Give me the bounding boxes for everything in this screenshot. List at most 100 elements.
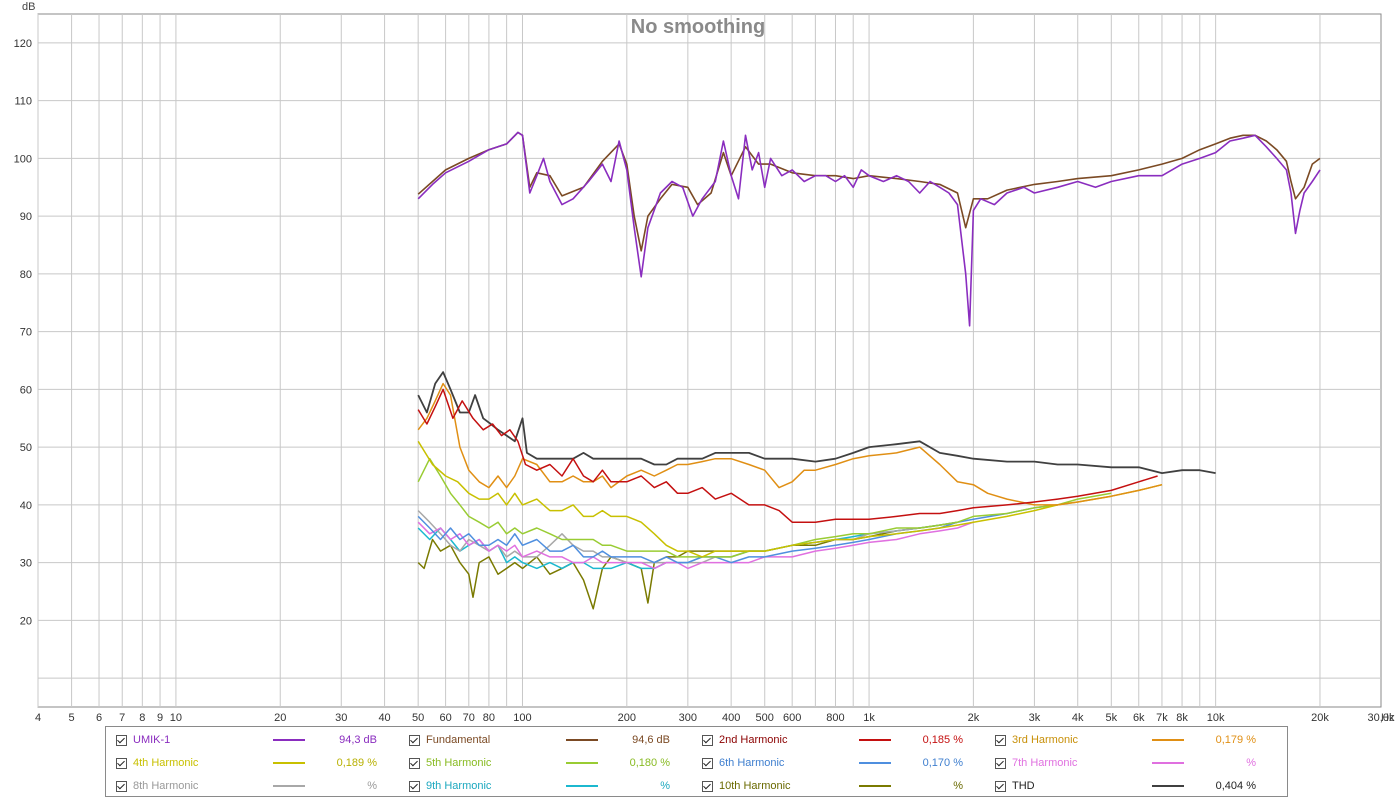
legend-swatch: [566, 739, 598, 741]
legend-value: 0,189 %: [336, 757, 377, 769]
legend-swatch: [1152, 785, 1184, 787]
legend-item-fundamental[interactable]: Fundamental 94,6 dB: [409, 730, 670, 750]
x-tick-label: 2k: [968, 712, 980, 724]
x-tick-label: 1k: [863, 712, 875, 724]
x-tick-label: 4k: [1072, 712, 1084, 724]
frequency-response-chart: 20 30 40 50 60 70 80 90 100 110 120 4 5 6 7 8 9 10 20 30 40 5…: [14, 1, 1395, 724]
x-tick-label: 10: [170, 712, 182, 724]
legend-item-6th-harmonic[interactable]: 6th Harmonic 0,170 %: [702, 753, 963, 773]
x-tick-label: 5: [69, 712, 75, 724]
x-tick-label: 3k: [1029, 712, 1041, 724]
x-tick-label: 400: [722, 712, 740, 724]
legend-swatch: [859, 762, 891, 764]
legend-item-9th-harmonic[interactable]: 9th Harmonic%: [409, 776, 670, 796]
y-tick-label: 120: [14, 38, 32, 50]
legend-item-2nd-harmonic[interactable]: 2nd Harmonic 0,185 %: [702, 730, 963, 750]
x-tick-label: 500: [756, 712, 774, 724]
legend-checkbox[interactable]: [702, 757, 713, 769]
x-tick-label: 60: [439, 712, 451, 724]
x-axis-unit: Hz: [1381, 712, 1394, 724]
legend-label: Fundamental: [426, 734, 491, 746]
series-layer: [417, 131, 1321, 610]
legend-swatch: [273, 785, 305, 787]
y-tick-label: 60: [20, 384, 32, 396]
legend-item-8th-harmonic[interactable]: 8th Harmonic%: [116, 776, 377, 796]
legend-checkbox[interactable]: [702, 734, 713, 746]
x-tick-label: 5k: [1105, 712, 1117, 724]
legend-checkbox[interactable]: [409, 757, 420, 769]
legend-item-4th-harmonic[interactable]: 4th Harmonic 0,189 %: [116, 753, 377, 773]
x-tick-label: 9: [157, 712, 163, 724]
legend-label: UMIK-1: [133, 734, 171, 746]
legend-value: %: [660, 780, 670, 792]
y-tick-label: 30: [20, 558, 32, 570]
legend-checkbox[interactable]: [116, 734, 127, 746]
legend-swatch: [273, 739, 305, 741]
legend-label: 6th Harmonic: [719, 757, 785, 769]
x-tick-label: 200: [618, 712, 636, 724]
plot-area: [37, 13, 1382, 708]
x-tick-label: 300: [679, 712, 697, 724]
legend: UMIK-1 94,3 dB Fundamental 94,6 dB 2nd Harmo…: [105, 726, 1288, 797]
legend-item-umik-1[interactable]: UMIK-1 94,3 dB: [116, 730, 377, 750]
series-line-5th-harmonic: [417, 457, 1112, 558]
x-tick-label: 7: [119, 712, 125, 724]
x-tick-label: 20: [274, 712, 286, 724]
legend-checkbox[interactable]: [995, 734, 1006, 746]
legend-value: 0,404 %: [1215, 780, 1256, 792]
x-tick-label: 10k: [1207, 712, 1225, 724]
x-tick-label: 800: [826, 712, 844, 724]
series-line-thd: [417, 371, 1216, 475]
legend-checkbox[interactable]: [409, 780, 420, 792]
legend-swatch: [273, 762, 305, 764]
x-tick-label: 6k: [1133, 712, 1145, 724]
legend-value: %: [1246, 757, 1256, 769]
legend-label: THD: [1012, 780, 1035, 792]
legend-item-5th-harmonic[interactable]: 5th Harmonic 0,180 %: [409, 753, 670, 773]
y-tick-label: 100: [14, 153, 32, 165]
x-tick-label: 20k: [1311, 712, 1329, 724]
legend-value: %: [367, 780, 377, 792]
legend-item-thd[interactable]: THD 0,404 %: [995, 776, 1256, 796]
legend-item-7th-harmonic[interactable]: 7th Harmonic%: [995, 753, 1256, 773]
x-tick-label: 100: [513, 712, 531, 724]
y-tick-label: 70: [20, 327, 32, 339]
legend-label: 10th Harmonic: [719, 780, 791, 792]
legend-checkbox[interactable]: [702, 780, 713, 792]
x-tick-label: 80: [483, 712, 495, 724]
legend-swatch: [859, 739, 891, 741]
legend-checkbox[interactable]: [116, 757, 127, 769]
legend-label: 5th Harmonic: [426, 757, 492, 769]
legend-swatch: [1152, 762, 1184, 764]
tick-labels: 20 30 40 50 60 70 80 90 100 110 120 4 5 6 7 8 9 10 20 30 40 5…: [14, 38, 1395, 724]
legend-label: 8th Harmonic: [133, 780, 199, 792]
series-line-umik-1: [417, 131, 1321, 327]
series-line-3rd-harmonic: [417, 382, 1163, 506]
legend-label: 4th Harmonic: [133, 757, 199, 769]
x-tick-label: 6: [96, 712, 102, 724]
series-line-4th-harmonic: [417, 440, 1163, 558]
legend-label: 3rd Harmonic: [1012, 734, 1079, 746]
legend-checkbox[interactable]: [116, 780, 127, 792]
y-tick-label: 40: [20, 500, 32, 512]
y-tick-label: 110: [14, 96, 32, 108]
x-tick-label: 7k: [1156, 712, 1168, 724]
legend-item-3rd-harmonic[interactable]: 3rd Harmonic 0,179 %: [995, 730, 1256, 750]
chart-title: No smoothing: [631, 16, 765, 38]
legend-checkbox[interactable]: [995, 757, 1006, 769]
legend-label: 7th Harmonic: [1012, 757, 1078, 769]
legend-swatch: [859, 785, 891, 787]
y-tick-label: 80: [20, 269, 32, 281]
grid: [37, 14, 1381, 707]
legend-checkbox[interactable]: [409, 734, 420, 746]
legend-value: 94,3 dB: [339, 734, 377, 746]
y-axis-label: dB: [22, 1, 35, 13]
legend-item-10th-harmonic[interactable]: 10th Harmonic%: [702, 776, 963, 796]
x-tick-label: 70: [463, 712, 475, 724]
x-tick-label: 4: [35, 712, 41, 724]
legend-checkbox[interactable]: [995, 780, 1006, 792]
x-tick-label: 8: [139, 712, 145, 724]
legend-value: 94,6 dB: [632, 734, 670, 746]
legend-value: %: [953, 780, 963, 792]
legend-swatch: [566, 785, 598, 787]
